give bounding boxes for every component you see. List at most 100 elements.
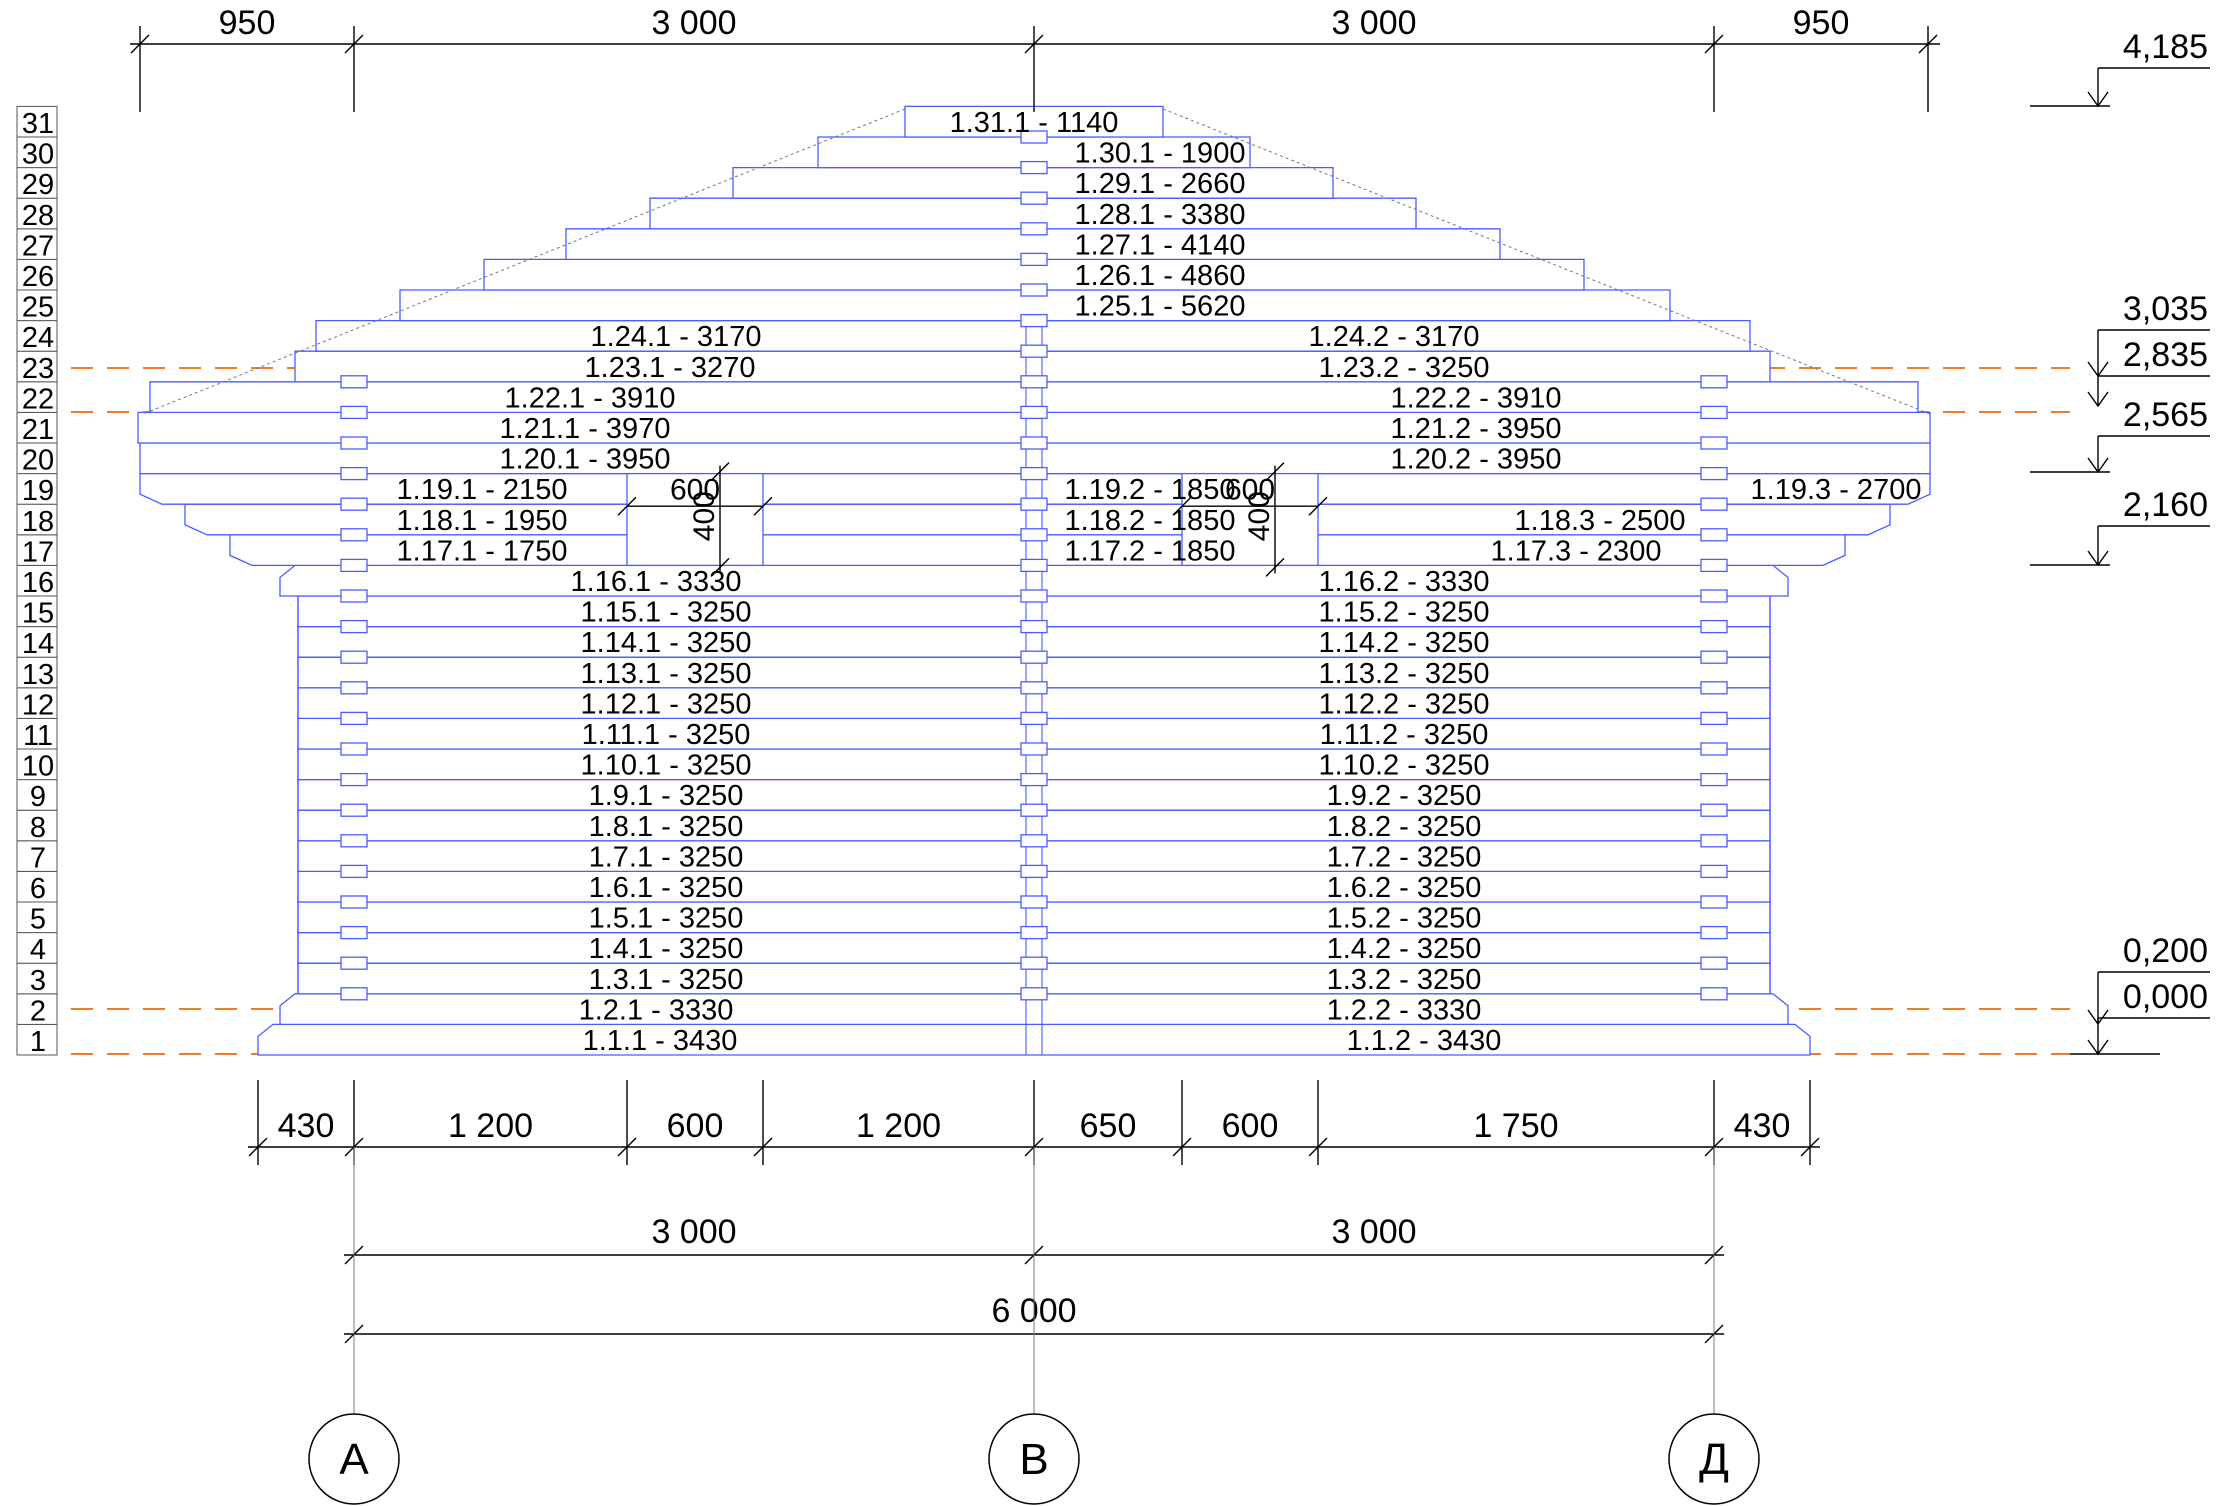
tenon-joint xyxy=(1020,466,1048,481)
bottom-dim-tick xyxy=(1800,1137,1820,1157)
row-number-cell xyxy=(16,901,58,934)
tenon-joint xyxy=(1020,650,1048,664)
tenon-joint xyxy=(340,589,368,603)
log-label: 1.14.1 - 3250 xyxy=(581,627,752,659)
tenon-joint xyxy=(1020,405,1048,420)
log-label: 1.28.1 - 3380 xyxy=(1075,199,1246,231)
row-number-cell xyxy=(16,228,58,260)
row-number: 12 xyxy=(22,689,54,721)
tenon-joint xyxy=(1700,925,1728,940)
bottom-dim-tick xyxy=(1172,1137,1192,1157)
tenon-joint xyxy=(1020,834,1048,848)
row-number: 29 xyxy=(22,169,54,201)
tenon-joint xyxy=(1020,987,1048,1001)
log-label: 1.20.2 - 3950 xyxy=(1391,444,1562,476)
axis-letter: Д xyxy=(1699,1435,1729,1484)
row-number: 15 xyxy=(22,598,54,630)
tenon-joint xyxy=(1700,466,1728,481)
row-number: 22 xyxy=(22,383,54,415)
tenon-joint xyxy=(340,528,368,542)
log-label: 1.29.1 - 2660 xyxy=(1075,168,1246,200)
tenon-joint xyxy=(1020,222,1048,236)
window-dim-tick xyxy=(753,496,773,516)
bottom-dimension-lines: 430 1 200 600 1 200 650 600 1 750 430 3 000 3 000… xyxy=(248,1080,1820,1344)
log-label: 1.22.2 - 3910 xyxy=(1391,382,1562,414)
tenon-joint xyxy=(1020,313,1048,328)
log-label: 1.18.1 - 1950 xyxy=(397,505,568,537)
top-dim-label: 950 xyxy=(219,4,276,42)
tenon-joint xyxy=(1020,589,1048,603)
tenon-joint xyxy=(1700,864,1728,879)
window-dim-tick xyxy=(1308,496,1328,516)
log-label: 1.13.1 - 3250 xyxy=(581,658,752,690)
log-label: 1.11.1 - 3250 xyxy=(582,719,751,751)
tenon-joint xyxy=(1700,956,1728,970)
row-number-cell xyxy=(16,870,58,903)
level-mark-label: 3,035 xyxy=(2123,290,2208,328)
bottom-dim-tick xyxy=(1308,1137,1328,1157)
level-mark-arrow xyxy=(2087,435,2210,474)
row-number: 27 xyxy=(22,230,54,262)
tenon-joint xyxy=(340,772,368,787)
level-mark-arrow xyxy=(2087,1017,2210,1056)
log-label: 1.16.1 - 3330 xyxy=(571,566,742,598)
bottom-dim-label: 600 xyxy=(1222,1107,1279,1145)
top-dim-tick xyxy=(1024,34,1044,54)
level-mark-arrow xyxy=(2087,375,2210,408)
tenon-joint xyxy=(340,803,368,817)
level-mark-label: 2,160 xyxy=(2123,486,2208,524)
log-label: 1.2.2 - 3330 xyxy=(1327,994,1482,1026)
log-label: 1.25.1 - 5620 xyxy=(1075,291,1246,323)
log-labels: 1.1.1 - 3430 1.1.2 - 3430 1.2.1 - 3330 1.2.… xyxy=(397,107,1922,1057)
bottom-dim-label: 1 750 xyxy=(1473,1107,1558,1145)
row-number-cell xyxy=(16,564,58,597)
tenon-joint xyxy=(1700,528,1728,542)
row-number-cell xyxy=(16,534,58,566)
row-number-cell xyxy=(16,442,58,475)
row-number-cell xyxy=(16,932,58,964)
row-number: 4 xyxy=(30,934,46,966)
tenon-joint xyxy=(1020,619,1048,634)
bottom-dim-label: 600 xyxy=(667,1107,724,1145)
log-label: 1.30.1 - 1900 xyxy=(1075,138,1246,170)
level-mark-arrow xyxy=(2087,67,2210,108)
row-number: 9 xyxy=(30,781,46,813)
tenon-joint xyxy=(1700,558,1728,573)
row-number-cell xyxy=(16,381,58,413)
log-label: 1.18.3 - 2500 xyxy=(1515,505,1686,537)
tenon-joint xyxy=(340,375,368,389)
axis-dim-label: 3 000 xyxy=(1331,1213,1416,1251)
tenon-joint xyxy=(1700,772,1728,787)
log-label: 1.26.1 - 4860 xyxy=(1075,260,1246,292)
row-number: 14 xyxy=(22,628,54,660)
tenon-joint xyxy=(1700,589,1728,603)
bottom-dim-label: 1 200 xyxy=(856,1107,941,1145)
row-number-cell xyxy=(16,503,58,536)
log-label: 1.19.3 - 2700 xyxy=(1751,474,1922,506)
row-number-cell xyxy=(16,748,58,781)
tenon-joint xyxy=(1700,375,1728,389)
tenon-joint xyxy=(340,711,368,726)
window-height-label: 400 xyxy=(1243,491,1276,541)
window-opening xyxy=(626,472,764,567)
row-number: 18 xyxy=(22,506,54,538)
tenon-joint xyxy=(340,925,368,940)
window-dim-tick xyxy=(710,557,730,577)
top-dim-tick xyxy=(130,34,150,54)
tenon-joint xyxy=(1700,497,1728,511)
row-number: 8 xyxy=(30,812,46,844)
log-label: 1.24.2 - 3170 xyxy=(1309,321,1480,353)
tenon-joint xyxy=(1700,895,1728,909)
tenon-joint xyxy=(1020,497,1048,511)
row-number: 20 xyxy=(22,445,54,477)
tenon-joint xyxy=(1020,895,1048,909)
bottom-dim-tick xyxy=(753,1137,773,1157)
row-number: 3 xyxy=(30,965,46,997)
tenon-joint xyxy=(1020,925,1048,940)
bottom-dim-tick xyxy=(617,1137,637,1157)
log-label: 1.19.1 - 2150 xyxy=(397,474,568,506)
row-number: 23 xyxy=(22,353,54,385)
tenon-joint xyxy=(1700,436,1728,450)
log-label: 1.3.1 - 3250 xyxy=(589,964,744,996)
